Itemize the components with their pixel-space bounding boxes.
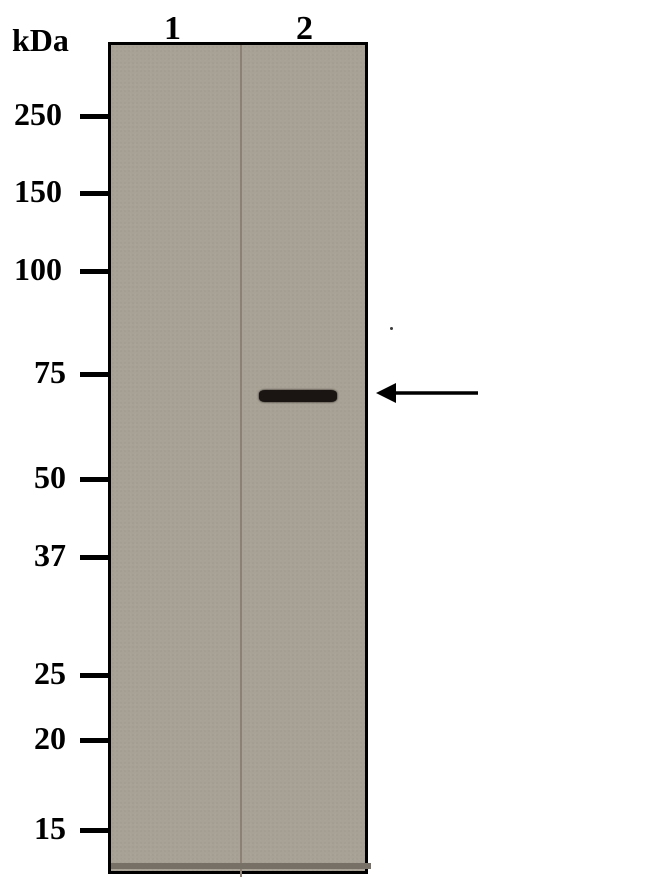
lane-separator xyxy=(240,45,242,877)
band-lane2-72kDa xyxy=(259,390,337,402)
mw-tick-75 xyxy=(80,372,108,377)
mw-tick-250 xyxy=(80,114,108,119)
mw-tick-20 xyxy=(80,738,108,743)
mw-tick-100 xyxy=(80,269,108,274)
blot-membrane xyxy=(108,42,368,874)
lane-label-1: 1 xyxy=(164,12,181,46)
lane-label-2: 2 xyxy=(296,12,313,46)
western-blot-figure: kDa 250 150 100 75 50 37 25 20 15 1 2 xyxy=(0,0,650,886)
mw-tick-25 xyxy=(80,673,108,678)
mw-label-100: 100 xyxy=(14,253,62,285)
mw-label-50: 50 xyxy=(34,461,66,493)
mw-tick-50 xyxy=(80,477,108,482)
mw-label-250: 250 xyxy=(14,98,62,130)
blot-background xyxy=(111,45,365,871)
mw-tick-150 xyxy=(80,191,108,196)
mw-label-25: 25 xyxy=(34,657,66,689)
mw-label-15: 15 xyxy=(34,812,66,844)
mw-label-20: 20 xyxy=(34,722,66,754)
mw-label-37: 37 xyxy=(34,539,66,571)
mw-label-150: 150 xyxy=(14,175,62,207)
mw-label-75: 75 xyxy=(34,356,66,388)
artifact-dot xyxy=(390,327,393,330)
dye-front xyxy=(111,863,371,869)
mw-tick-15 xyxy=(80,828,108,833)
band-arrow-icon xyxy=(374,381,480,405)
mw-tick-37 xyxy=(80,555,108,560)
axis-unit-label: kDa xyxy=(12,24,69,56)
